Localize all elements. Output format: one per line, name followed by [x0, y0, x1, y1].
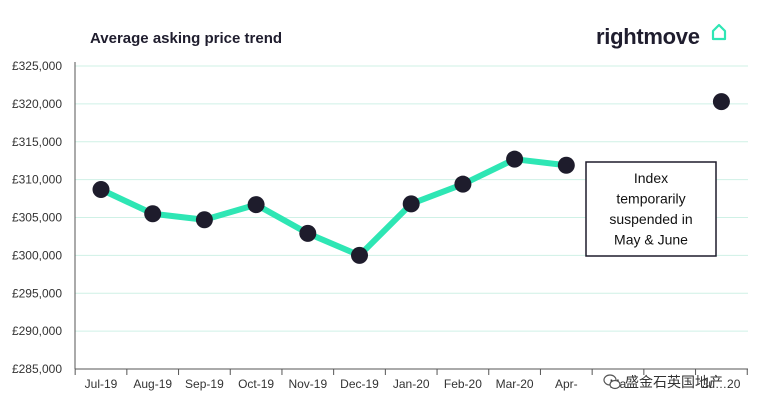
data-point	[195, 211, 213, 229]
annotation-text: Index	[634, 170, 668, 186]
x-tick-label: Dec-19	[340, 377, 379, 391]
x-tick-label: Aug-19	[133, 377, 172, 391]
y-tick-label: £325,000	[12, 59, 62, 73]
y-tick-label: £290,000	[12, 324, 62, 338]
x-tick-label: Feb-20	[444, 377, 482, 391]
wechat-icon	[603, 374, 621, 390]
chart-title: Average asking price trend	[90, 30, 283, 47]
x-tick-label: Jul-19	[85, 377, 118, 391]
brand-house-icon	[711, 23, 727, 41]
annotation-text: May & June	[614, 232, 688, 248]
data-point	[299, 224, 317, 242]
annotation-text: suspended in	[609, 211, 692, 227]
y-tick-label: £285,000	[12, 362, 62, 376]
annotation-box	[585, 161, 717, 257]
x-tick-label: Nov-19	[288, 377, 327, 391]
series-line	[98, 156, 570, 259]
y-tick-label: £300,000	[12, 248, 62, 262]
data-point	[557, 156, 575, 174]
data-point	[712, 93, 730, 111]
x-tick-label: Mar-20	[496, 377, 534, 391]
x-tick-label: Apr-	[555, 377, 578, 391]
data-point	[144, 205, 162, 223]
data-point	[454, 175, 472, 193]
y-tick-label: £315,000	[12, 135, 62, 149]
x-tick-label: Sep-19	[185, 377, 224, 391]
y-tick-label: £305,000	[12, 211, 62, 225]
x-tick-label: Ju…20	[702, 377, 740, 391]
data-point	[247, 196, 265, 214]
data-point	[402, 195, 420, 213]
data-point	[92, 180, 110, 198]
y-tick-label: £310,000	[12, 173, 62, 187]
annotation-text: temporarily	[616, 191, 685, 207]
brand-logo-text: rightmove	[596, 24, 700, 49]
watermark-text: 盛金石英国地产	[625, 374, 723, 390]
y-tick-label: £320,000	[12, 97, 62, 111]
x-tick-label: Oct-19	[238, 377, 274, 391]
x-tick-label: Jan-20	[393, 377, 430, 391]
y-tick-label: £295,000	[12, 286, 62, 300]
data-point	[506, 150, 524, 168]
watermark: 盛金石英国地产	[603, 372, 723, 392]
data-point	[351, 246, 368, 264]
